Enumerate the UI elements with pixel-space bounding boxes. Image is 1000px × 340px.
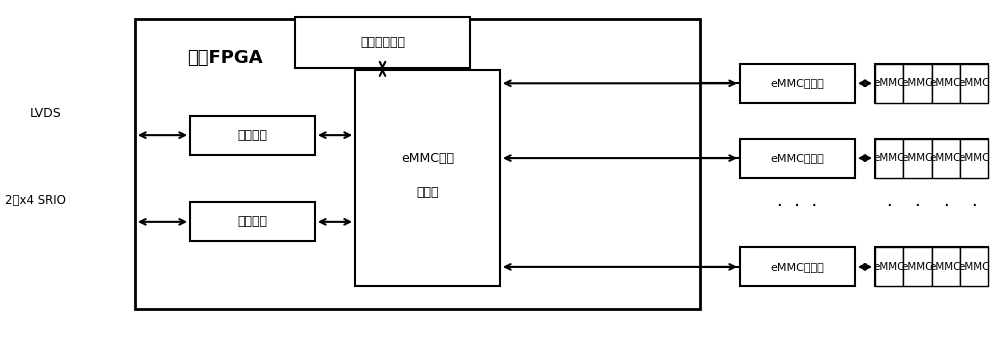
Text: eMMC: eMMC xyxy=(873,262,905,272)
Text: eMMC: eMMC xyxy=(902,262,933,272)
Text: ·  ·  ·: · · · xyxy=(777,197,818,215)
Bar xyxy=(875,64,903,103)
Text: 第二缓存模块: 第二缓存模块 xyxy=(360,36,405,49)
Text: eMMC: eMMC xyxy=(958,78,990,88)
Bar xyxy=(932,139,960,177)
Bar xyxy=(932,64,960,103)
Text: eMMC阵列: eMMC阵列 xyxy=(401,152,454,166)
Bar xyxy=(903,64,932,103)
Text: 控制器: 控制器 xyxy=(416,186,439,200)
Bar xyxy=(190,202,315,241)
Text: 第二FPGA: 第二FPGA xyxy=(187,49,263,67)
Text: eMMC: eMMC xyxy=(958,262,990,272)
Text: ·: · xyxy=(971,197,977,215)
Bar xyxy=(875,139,903,177)
Bar xyxy=(960,64,988,103)
Text: eMMC: eMMC xyxy=(873,78,905,88)
Bar xyxy=(295,17,470,68)
Text: eMMC: eMMC xyxy=(930,262,961,272)
Bar xyxy=(960,248,988,286)
Bar xyxy=(903,248,932,286)
Text: eMMC控制器: eMMC控制器 xyxy=(771,153,824,163)
Bar xyxy=(740,248,855,286)
Bar xyxy=(190,116,315,155)
Text: ·: · xyxy=(886,197,892,215)
Text: LVDS: LVDS xyxy=(30,107,62,120)
Text: eMMC: eMMC xyxy=(902,153,933,163)
Text: 数据接口: 数据接口 xyxy=(238,215,268,228)
Bar xyxy=(355,70,500,286)
Bar xyxy=(740,139,855,177)
Bar xyxy=(960,139,988,177)
Text: ·: · xyxy=(914,197,920,215)
Bar xyxy=(875,139,988,177)
Text: eMMC: eMMC xyxy=(873,153,905,163)
Bar xyxy=(875,248,903,286)
Text: eMMC: eMMC xyxy=(958,153,990,163)
Text: eMMC: eMMC xyxy=(902,78,933,88)
Text: eMMC控制器: eMMC控制器 xyxy=(771,78,824,88)
Bar xyxy=(135,19,700,309)
Text: ·: · xyxy=(943,197,948,215)
Bar xyxy=(903,139,932,177)
Text: eMMC: eMMC xyxy=(930,78,961,88)
Text: eMMC控制器: eMMC控制器 xyxy=(771,262,824,272)
Bar xyxy=(875,248,988,286)
Bar xyxy=(875,64,988,103)
Text: 控制接口: 控制接口 xyxy=(238,129,268,142)
Text: eMMC: eMMC xyxy=(930,153,961,163)
Bar xyxy=(740,64,855,103)
Bar xyxy=(932,248,960,286)
Text: 2路x4 SRIO: 2路x4 SRIO xyxy=(5,193,66,207)
